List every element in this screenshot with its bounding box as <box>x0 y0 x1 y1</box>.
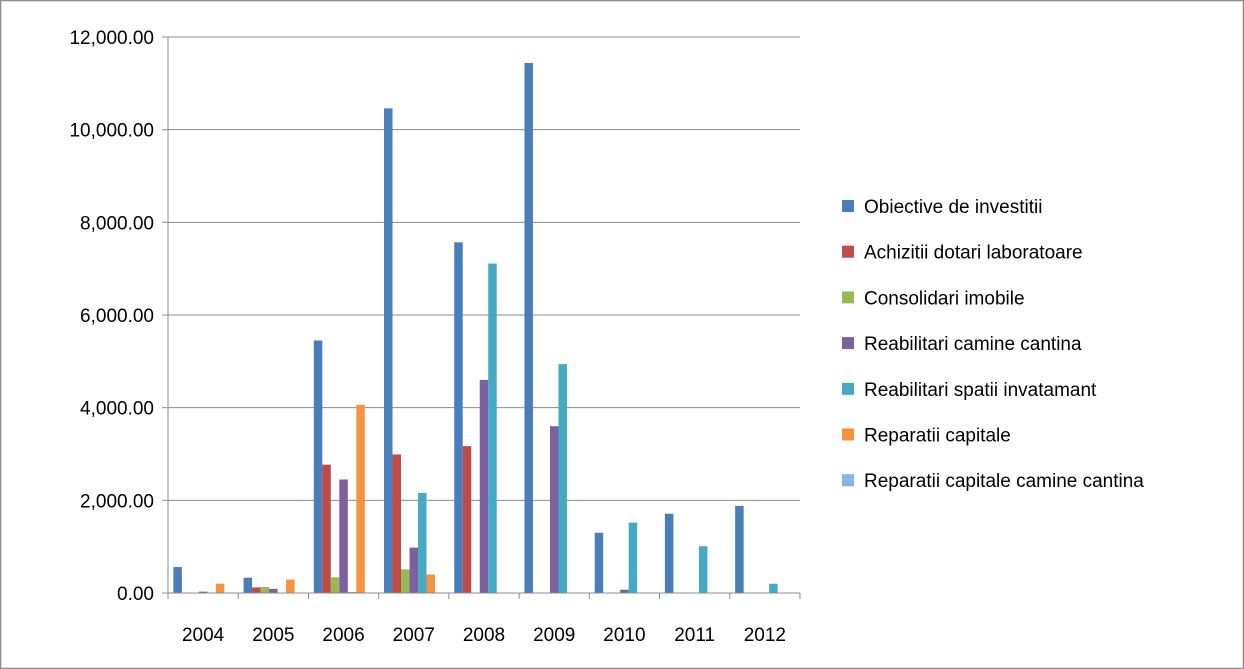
bar <box>698 546 708 593</box>
bar <box>252 587 261 593</box>
bar <box>269 588 278 593</box>
x-tick-label: 2007 <box>393 625 435 646</box>
y-tick-label: 4,000.00 <box>80 399 154 420</box>
legend-swatch <box>842 382 854 395</box>
y-tick-label: 2,000.00 <box>80 491 154 512</box>
bar <box>339 479 348 593</box>
bar <box>313 340 323 593</box>
bar <box>409 547 419 593</box>
x-tick-labels: 2004 2005 2006 2007 2008 2009 2010 2011 2012 <box>182 625 786 646</box>
x-tick-label: 2004 <box>182 625 225 646</box>
legend: Obiective de investitii Achizitii dotari … <box>842 197 1144 492</box>
gridlines <box>162 36 800 594</box>
legend-swatch <box>842 337 854 350</box>
bar <box>384 108 393 593</box>
bar <box>454 242 463 593</box>
legend-label: Consolidari imobile <box>864 288 1025 309</box>
bar <box>462 446 472 593</box>
bar <box>392 454 402 593</box>
legend-swatch <box>842 200 854 212</box>
bar <box>418 492 427 593</box>
bar <box>322 464 331 593</box>
x-tick-label: 2005 <box>252 625 294 646</box>
bar <box>620 589 629 593</box>
legend-swatch <box>842 428 854 441</box>
bar <box>488 263 497 593</box>
x-tick-label: 2009 <box>533 625 575 646</box>
bar <box>549 426 559 593</box>
bar <box>286 579 295 593</box>
legend-label: Reabilitari camine cantina <box>864 334 1082 355</box>
x-tick-label: 2012 <box>744 625 786 646</box>
legend-swatch <box>842 474 854 487</box>
legend-label: Reabilitari spatii invatamant <box>864 380 1097 401</box>
legend-label: Reparatii capitale <box>864 426 1011 447</box>
legend-swatch <box>842 245 854 258</box>
bar <box>198 591 208 593</box>
bar <box>664 513 674 593</box>
bar <box>735 505 744 593</box>
bars <box>173 62 778 593</box>
x-tick-label: 2011 <box>674 625 715 646</box>
bar <box>356 404 365 593</box>
legend-label: Obiective de investitii <box>864 197 1042 218</box>
bar <box>769 583 778 593</box>
y-tick-labels: 0.00 2,000.00 4,000.00 6,000.00 8,000.00 10,0… <box>69 28 154 605</box>
bar <box>243 577 253 593</box>
y-tick-label: 0.00 <box>117 584 154 605</box>
bar <box>426 574 436 593</box>
legend-swatch <box>842 291 854 304</box>
legend-label: Achizitii dotari laboratoare <box>864 243 1083 264</box>
x-tick-label: 2006 <box>322 625 364 646</box>
bar <box>401 569 410 593</box>
bar <box>260 586 270 593</box>
legend-label: Reparatii capitale camine cantina <box>864 471 1144 492</box>
x-tick-label: 2008 <box>463 625 505 646</box>
x-tick-label: 2010 <box>603 625 645 646</box>
bar <box>628 522 638 593</box>
bar <box>524 62 533 593</box>
bar <box>594 532 604 593</box>
y-tick-label: 10,000.00 <box>69 121 154 142</box>
bar <box>479 379 489 593</box>
bar <box>215 583 225 593</box>
y-tick-label: 12,000.00 <box>69 28 154 49</box>
axes <box>167 37 801 599</box>
bar <box>558 364 567 593</box>
bar <box>173 567 182 593</box>
y-tick-label: 6,000.00 <box>80 306 154 327</box>
bar <box>330 577 340 593</box>
y-tick-label: 8,000.00 <box>80 213 154 234</box>
